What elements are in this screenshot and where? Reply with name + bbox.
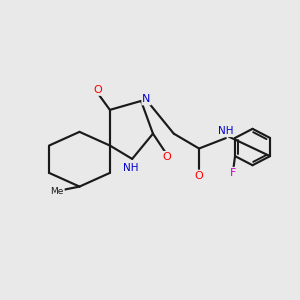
Text: NH: NH [123,163,138,173]
Text: Me: Me [50,187,64,196]
Text: O: O [195,171,203,181]
Text: O: O [162,152,171,162]
Text: NH: NH [218,126,233,136]
Text: F: F [230,168,237,178]
Text: O: O [94,85,102,95]
Text: N: N [142,94,151,104]
